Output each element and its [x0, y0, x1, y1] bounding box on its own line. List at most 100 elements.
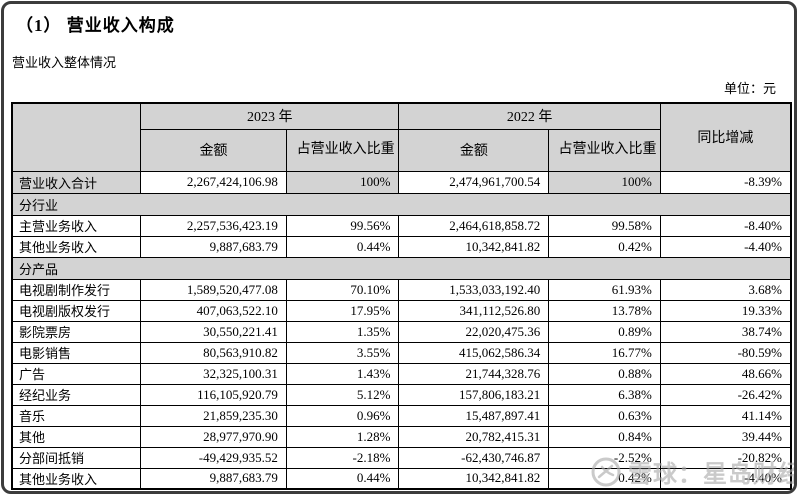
pct-2022-cell: 6.38%	[548, 383, 661, 406]
amount-2022-cell: 2,474,961,700.54	[398, 170, 550, 194]
yoy-cell: 39.44%	[659, 425, 792, 448]
table-row-total: 营业收入合计 2,267,424,106.98 100% 2,474,961,7…	[11, 170, 792, 194]
pct-2023-cell: -2.18%	[285, 446, 400, 469]
amount-2023-cell: 116,105,920.79	[140, 383, 287, 406]
section-label: 分产品	[11, 256, 792, 280]
amount-2022-cell: 415,062,586.34	[398, 341, 550, 364]
amount-2022-cell: 21,744,328.76	[398, 362, 550, 385]
amount-2022-cell: 22,020,475.36	[398, 320, 550, 343]
pct-2022-cell: 0.89%	[548, 320, 661, 343]
row-label: 电视剧制作发行	[11, 278, 142, 301]
yoy-header: 同比增减	[659, 102, 792, 172]
table-row: 电影销售 80,563,910.82 3.55% 415,062,586.34 …	[11, 341, 792, 364]
row-label: 电影销售	[11, 341, 142, 364]
yoy-cell: -20.82%	[659, 446, 792, 469]
revenue-composition-table: 2023 年 2022 年 同比增减 金额 占营业收入比重 金额 占营业收入比重…	[11, 102, 792, 490]
amount-2023-cell: -49,429,935.52	[140, 446, 287, 469]
row-label: 音乐	[11, 404, 142, 427]
table-row: 经纪业务 116,105,920.79 5.12% 157,806,183.21…	[11, 383, 792, 406]
table-row: 广告 32,325,100.31 1.43% 21,744,328.76 0.8…	[11, 362, 792, 385]
pct-2022-cell: 0.42%	[548, 235, 661, 258]
header-row-measures: 金额 占营业收入比重 金额 占营业收入比重	[12, 128, 791, 172]
row-label: 主营业务收入	[11, 214, 142, 237]
proportion-2022-header: 占营业收入比重	[548, 128, 661, 172]
pct-2023-cell: 0.44%	[285, 467, 400, 490]
yoy-cell: 19.33%	[659, 299, 792, 322]
table-section-row: 分产品	[11, 256, 792, 280]
table-row: 电视剧版权发行 407,063,522.10 17.95% 341,112,52…	[11, 299, 792, 322]
amount-2023-cell: 407,063,522.10	[140, 299, 287, 322]
amount-2023-header: 金额	[140, 128, 287, 172]
amount-2022-cell: 1,533,033,192.40	[398, 278, 550, 301]
proportion-2023-header: 占营业收入比重	[285, 128, 400, 172]
table-row: 影院票房 30,550,221.41 1.35% 22,020,475.36 0…	[11, 320, 792, 343]
pct-2023-cell: 1.35%	[285, 320, 400, 343]
pct-2022-cell: 16.77%	[548, 341, 661, 364]
row-label: 其他业务收入	[11, 467, 142, 490]
amount-2022-cell: 10,342,841.82	[398, 235, 550, 258]
table-row: 分部间抵销 -49,429,935.52 -2.18% -62,430,746.…	[11, 446, 792, 469]
table-row: 其他业务收入 9,887,683.79 0.44% 10,342,841.82 …	[11, 467, 792, 490]
row-label: 分部间抵销	[11, 446, 142, 469]
amount-2023-cell: 9,887,683.79	[140, 467, 287, 490]
amount-2022-cell: 341,112,526.80	[398, 299, 550, 322]
pct-2022-cell: 0.84%	[548, 425, 661, 448]
table-row: 音乐 21,859,235.30 0.96% 15,487,897.41 0.6…	[11, 404, 792, 427]
pct-2023-cell: 70.10%	[285, 278, 400, 301]
yoy-cell: -4.40%	[659, 235, 792, 258]
table-row: 其他 28,977,970.90 1.28% 20,782,415.31 0.8…	[11, 425, 792, 448]
yoy-cell: 38.74%	[659, 320, 792, 343]
yoy-cell: -8.40%	[659, 214, 792, 237]
year-2023-header: 2023 年	[140, 102, 400, 130]
row-label: 电视剧版权发行	[11, 299, 142, 322]
amount-2022-cell: -62,430,746.87	[398, 446, 550, 469]
row-label: 经纪业务	[11, 383, 142, 406]
row-label: 其他业务收入	[11, 235, 142, 258]
amount-2023-cell: 2,267,424,106.98	[140, 170, 287, 194]
corner-cell	[11, 102, 142, 172]
table-row: 主营业务收入 2,257,536,423.19 99.56% 2,464,618…	[11, 214, 792, 237]
row-label: 其他	[11, 425, 142, 448]
yoy-cell: -4.40%	[659, 467, 792, 490]
amount-2023-cell: 30,550,221.41	[140, 320, 287, 343]
pct-2023-cell: 1.28%	[285, 425, 400, 448]
pct-2022-cell: 0.42%	[548, 467, 661, 490]
amount-2023-cell: 9,887,683.79	[140, 235, 287, 258]
amount-2023-cell: 2,257,536,423.19	[140, 214, 287, 237]
section-subtitle: 营业收入整体情况	[12, 55, 117, 70]
pct-2023-cell: 0.44%	[285, 235, 400, 258]
pct-2022-cell: -2.52%	[548, 446, 661, 469]
table-section-row: 分行业	[11, 192, 792, 216]
pct-2023-cell: 5.12%	[285, 383, 400, 406]
pct-2023-cell: 1.43%	[285, 362, 400, 385]
yoy-cell: -8.39%	[659, 170, 792, 194]
page-title: （1） 营业收入构成	[16, 16, 175, 35]
pct-2022-cell: 61.93%	[548, 278, 661, 301]
yoy-cell: 41.14%	[659, 404, 792, 427]
amount-2023-cell: 1,589,520,477.08	[140, 278, 287, 301]
amount-2022-cell: 2,464,618,858.72	[398, 214, 550, 237]
amount-2022-cell: 20,782,415.31	[398, 425, 550, 448]
amount-2023-cell: 80,563,910.82	[140, 341, 287, 364]
pct-2023-cell: 3.55%	[285, 341, 400, 364]
section-label: 分行业	[11, 192, 792, 216]
amount-2023-cell: 32,325,100.31	[140, 362, 287, 385]
unit-label: 单位：元	[723, 81, 776, 96]
amount-2022-cell: 10,342,841.82	[398, 467, 550, 490]
pct-2023-cell: 100%	[285, 170, 400, 194]
pct-2023-cell: 99.56%	[285, 214, 400, 237]
amount-2022-cell: 157,806,183.21	[398, 383, 550, 406]
amount-2023-cell: 28,977,970.90	[140, 425, 287, 448]
yoy-cell: 3.68%	[659, 278, 792, 301]
pct-2022-cell: 99.58%	[548, 214, 661, 237]
table-row: 电视剧制作发行 1,589,520,477.08 70.10% 1,533,03…	[11, 278, 792, 301]
pct-2022-cell: 100%	[548, 170, 661, 194]
amount-2023-cell: 21,859,235.30	[140, 404, 287, 427]
pct-2022-cell: 0.63%	[548, 404, 661, 427]
amount-2022-header: 金额	[398, 128, 550, 172]
yoy-cell: -80.59%	[659, 341, 792, 364]
pct-2023-cell: 17.95%	[285, 299, 400, 322]
row-label: 广告	[11, 362, 142, 385]
table-row: 其他业务收入 9,887,683.79 0.44% 10,342,841.82 …	[11, 235, 792, 258]
year-2022-header: 2022 年	[398, 102, 661, 130]
